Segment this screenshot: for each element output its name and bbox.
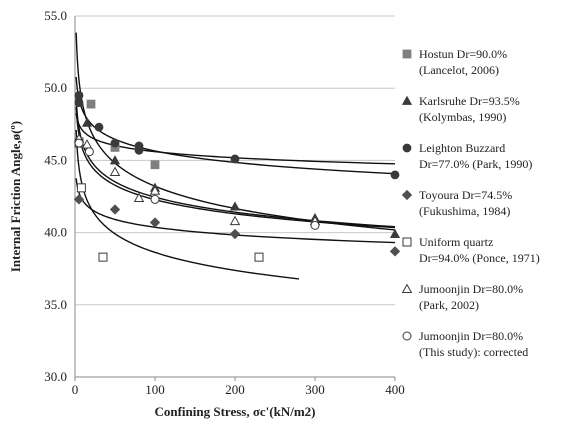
legend-label-line2: Dr=94.0% (Ponce, 1971): [419, 251, 540, 265]
data-point-diamond: [229, 228, 241, 240]
data-point-diamond: [109, 204, 121, 215]
legend-label: Karlsruhe Dr=93.5%: [419, 94, 520, 108]
x-axis-title: Confining Stress, σc'(kN/m2): [154, 404, 315, 419]
x-tick-label: 100: [145, 382, 165, 397]
legend-entry: Leighton Buzzard Dr=77.0% (Park, 1990): [402, 141, 532, 171]
legend-label-line2: (Park, 2002): [419, 298, 479, 312]
legend-label: Hostun Dr=90.0%: [419, 47, 507, 61]
legend: Hostun Dr=90.0% (Lancelot, 2006) Karlsruhe…: [401, 47, 540, 359]
legend-label: Uniform quartz: [419, 235, 493, 249]
data-point-triangle-open: [229, 215, 241, 226]
y-tick-label: 50.0: [44, 80, 67, 95]
legend-entry: Hostun Dr=90.0% (Lancelot, 2006): [402, 47, 507, 77]
data-point-circle: [74, 91, 84, 100]
y-tick-label: 40.0: [44, 225, 67, 240]
tick-labels: 30.0 35.0 40.0 45.0 50.0 55.0 0 100 200 300 400: [44, 8, 405, 397]
legend-label: Jumoonjin Dr=80.0%: [419, 329, 523, 343]
legend-label-line2: (Kolymbas, 1990): [419, 110, 506, 124]
legend-entry: Jumoonjin Dr=80.0% (This study): correcte…: [402, 329, 528, 359]
data-point-triangle-open: [149, 185, 161, 195]
data-point-circle: [74, 98, 84, 108]
data-point-circle: [134, 145, 144, 155]
legend-label-line2: (Lancelot, 2006): [419, 63, 499, 77]
legend-marker-diamond: [401, 189, 413, 201]
legend-marker-triangle-open: [401, 283, 413, 294]
legend-marker-circle-open: [402, 331, 412, 341]
trend-curve: [75, 32, 396, 231]
legend-entry: Jumoonjin Dr=80.0% (Park, 2002): [401, 282, 523, 312]
data-point-square-open: [254, 252, 264, 262]
x-tick-label: 400: [385, 382, 405, 397]
legend-marker-circle: [402, 143, 412, 153]
data-point-triangle: [229, 201, 241, 211]
legend-label-line2: (This study): corrected: [419, 345, 528, 359]
legend-label-line2: (Fukushima, 1984): [419, 204, 510, 218]
data-point-diamond: [149, 217, 161, 228]
data-points: [73, 91, 401, 262]
data-point-circle: [390, 170, 400, 180]
data-point-circle-open: [74, 138, 84, 148]
trend-curves: [75, 32, 396, 280]
data-point-circle: [94, 122, 104, 132]
data-point-triangle-open: [133, 192, 145, 202]
legend-label: Toyoura Dr=74.5%: [419, 188, 512, 202]
legend-label-line2: Dr=77.0% (Park, 1990): [419, 157, 532, 171]
trend-curve: [75, 129, 300, 280]
data-point-diamond: [389, 246, 401, 257]
data-point-square: [150, 160, 160, 170]
data-point-square-open: [76, 183, 86, 193]
data-point-circle: [230, 154, 240, 164]
legend-label: Jumoonjin Dr=80.0%: [419, 282, 523, 296]
data-point-triangle: [109, 155, 121, 165]
legend-marker-square-open: [402, 237, 412, 247]
data-point-circle: [110, 138, 120, 148]
data-point-triangle: [389, 228, 401, 238]
legend-entry: Karlsruhe Dr=93.5% (Kolymbas, 1990): [401, 94, 520, 124]
axes: [74, 16, 396, 381]
data-point-diamond: [73, 194, 85, 205]
legend-marker-triangle: [401, 95, 413, 105]
data-point-triangle: [81, 117, 93, 127]
data-point-square: [86, 99, 96, 109]
y-tick-label: 55.0: [44, 8, 67, 23]
legend-marker-square: [402, 49, 412, 59]
data-point-circle-open: [84, 147, 94, 157]
data-point-circle-open: [150, 194, 160, 204]
x-tick-label: 300: [305, 382, 325, 397]
data-point-triangle-open: [109, 166, 121, 176]
data-point-square-open: [98, 252, 108, 262]
y-axis-title: Internal Friction Angle,ø(º): [8, 121, 23, 272]
trend-curve: [75, 98, 396, 228]
legend-label: Leighton Buzzard: [419, 141, 505, 155]
x-tick-label: 200: [225, 382, 245, 397]
data-point-triangle-open: [81, 139, 93, 149]
data-point-circle-open: [310, 220, 320, 230]
y-tick-label: 30.0: [44, 369, 67, 384]
y-tick-label: 35.0: [44, 297, 67, 312]
legend-entry: Uniform quartz Dr=94.0% (Ponce, 1971): [402, 235, 540, 265]
legend-entry: Toyoura Dr=74.5% (Fukushima, 1984): [401, 188, 512, 218]
trend-curve: [75, 106, 396, 229]
x-tick-label: 0: [72, 382, 79, 397]
y-tick-label: 45.0: [44, 152, 67, 167]
